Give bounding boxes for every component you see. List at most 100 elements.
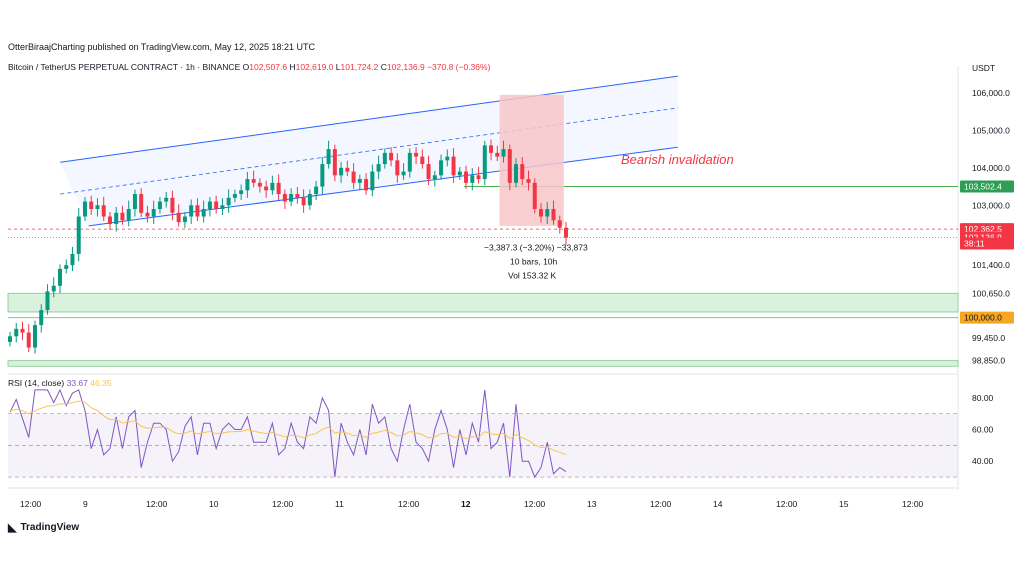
candle-body bbox=[557, 220, 562, 228]
brand-name: TradingView bbox=[20, 522, 80, 533]
candle-body bbox=[157, 201, 162, 210]
candle-body bbox=[251, 179, 256, 183]
candle-body bbox=[139, 194, 144, 213]
candle-body bbox=[276, 182, 281, 195]
candle-body bbox=[51, 285, 56, 292]
price-tag-4: 100,000.0 bbox=[964, 313, 1002, 323]
open-value: 102,507.6 bbox=[249, 62, 288, 72]
price-tag-0: 103,502.4 bbox=[964, 181, 1002, 191]
candle-body bbox=[426, 164, 431, 180]
candle-body bbox=[176, 212, 181, 223]
bearish-invalidation-label: Bearish invalidation bbox=[621, 152, 734, 167]
candle-body bbox=[101, 205, 106, 217]
candle-body bbox=[282, 194, 287, 202]
time-tick-label: 10 bbox=[209, 499, 219, 509]
candle-body bbox=[539, 209, 544, 217]
tradingview-logo[interactable]: ◣ TradingView bbox=[8, 521, 79, 534]
candle-body bbox=[389, 152, 394, 161]
price-tick-label: 104,000.0 bbox=[972, 163, 1010, 173]
low-label: L bbox=[335, 62, 341, 72]
candle-body bbox=[382, 152, 387, 165]
price-tick-label: 100,650.0 bbox=[972, 288, 1010, 298]
candle-body bbox=[189, 205, 194, 217]
candle-body bbox=[482, 145, 487, 180]
candle-body bbox=[76, 216, 81, 254]
price-tick-label: 105,000.0 bbox=[972, 125, 1010, 135]
support-zone-0 bbox=[7, 292, 959, 313]
candle-body bbox=[201, 209, 206, 217]
candle-body bbox=[457, 171, 462, 176]
candle-body bbox=[57, 268, 62, 286]
candle-body bbox=[357, 179, 362, 183]
price-tag-bg bbox=[960, 311, 1014, 324]
price-tick-label: 98,850.0 bbox=[972, 356, 1005, 366]
candle-body bbox=[70, 253, 75, 266]
candle-body bbox=[14, 328, 19, 337]
candle-body bbox=[257, 182, 262, 187]
candle-body bbox=[470, 175, 475, 183]
candle-body bbox=[507, 149, 512, 183]
candle-body bbox=[395, 160, 400, 176]
channel-upper-line[interactable] bbox=[60, 75, 678, 163]
candle-body bbox=[307, 194, 312, 206]
candle-body bbox=[514, 164, 519, 183]
symbol-name[interactable]: Bitcoin / TetherUS PERPETUAL CONTRACT · … bbox=[8, 62, 241, 72]
price-tick-label: 103,000.0 bbox=[972, 200, 1010, 210]
candle-body bbox=[39, 310, 44, 326]
price-tick-label: 99,450.0 bbox=[972, 333, 1005, 343]
time-tick-label: 12:00 bbox=[650, 499, 672, 509]
price-tick-label: 101,400.0 bbox=[972, 260, 1010, 270]
candle-body bbox=[551, 209, 556, 221]
time-tick-label: 12:00 bbox=[20, 499, 42, 509]
candle-body bbox=[476, 175, 481, 180]
publish-header: OtterBiraajCharting published on Trading… bbox=[8, 42, 316, 52]
candle-body bbox=[195, 205, 200, 217]
candle-body bbox=[532, 182, 537, 210]
candle-body bbox=[182, 216, 187, 223]
candle-body bbox=[207, 201, 212, 210]
time-tick-label: 12:00 bbox=[272, 499, 294, 509]
rsi-tick-label: 40.00 bbox=[972, 456, 994, 466]
candle-body bbox=[120, 212, 125, 221]
time-tick-label: 11 bbox=[335, 499, 344, 509]
price-tag-1: 102,362.5 bbox=[964, 224, 1002, 234]
time-tick-label: 14 bbox=[713, 499, 723, 509]
candle-body bbox=[489, 145, 494, 153]
candle-body bbox=[164, 197, 169, 202]
axis-currency-label: USDT bbox=[972, 63, 995, 73]
candle-body bbox=[170, 197, 175, 213]
candle-body bbox=[501, 149, 506, 157]
candle-body bbox=[407, 152, 412, 172]
time-tick-label: 12:00 bbox=[524, 499, 546, 509]
high-label: H bbox=[289, 62, 296, 72]
time-tick-label: 12:00 bbox=[776, 499, 798, 509]
tradingview-logo-icon: ◣ bbox=[8, 522, 17, 534]
close-label: C bbox=[380, 62, 387, 72]
candle-body bbox=[401, 171, 406, 176]
candle-body bbox=[8, 336, 12, 342]
channel-lower-line[interactable] bbox=[88, 146, 678, 227]
time-tick-label: 13 bbox=[587, 499, 597, 509]
time-tick-label: 12:00 bbox=[398, 499, 420, 509]
candle-body bbox=[364, 179, 369, 191]
rsi-value: 33.67 bbox=[66, 378, 88, 388]
candle-body bbox=[295, 194, 300, 198]
change-value: −370.8 (−0.36%) bbox=[427, 62, 491, 72]
price-tag-bg bbox=[960, 237, 1014, 250]
candle-body bbox=[445, 156, 450, 161]
candle-body bbox=[107, 216, 112, 224]
rsi-tick-label: 60.00 bbox=[972, 425, 994, 435]
time-tick-label: 15 bbox=[839, 499, 849, 509]
candle-body bbox=[245, 179, 250, 191]
channel-mid-line bbox=[60, 107, 678, 195]
candle-body bbox=[82, 201, 87, 217]
high-value: 102,619.0 bbox=[295, 62, 334, 72]
measure-bars-label: 10 bars, 10h bbox=[510, 257, 558, 267]
candle-body bbox=[351, 171, 356, 183]
support-zone-1 bbox=[7, 360, 959, 367]
candle-body bbox=[370, 171, 375, 191]
candle-body bbox=[420, 156, 425, 165]
candle-body bbox=[114, 212, 119, 224]
candle-body bbox=[239, 190, 244, 195]
